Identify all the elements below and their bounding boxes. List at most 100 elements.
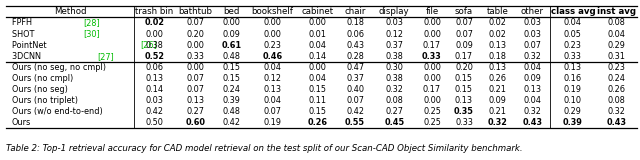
Text: 0.20: 0.20 <box>455 63 473 72</box>
Text: 0.23: 0.23 <box>607 63 625 72</box>
Text: 0.00: 0.00 <box>223 19 241 28</box>
Text: other: other <box>521 7 544 16</box>
Text: 0.17: 0.17 <box>423 85 441 94</box>
Text: bathtub: bathtub <box>178 7 212 16</box>
Text: 0.00: 0.00 <box>423 63 441 72</box>
Text: Ours (w/o end-to-end): Ours (w/o end-to-end) <box>12 107 102 116</box>
Text: FPFH: FPFH <box>12 19 34 28</box>
Text: 0.13: 0.13 <box>564 63 582 72</box>
Text: 0.12: 0.12 <box>385 30 403 39</box>
Text: 0.38: 0.38 <box>385 52 403 61</box>
Text: [27]: [27] <box>98 52 115 61</box>
Text: 0.24: 0.24 <box>223 85 241 94</box>
Text: cabinet: cabinet <box>301 7 333 16</box>
Text: 0.29: 0.29 <box>564 107 582 116</box>
Text: 0.13: 0.13 <box>488 63 506 72</box>
Text: 0.32: 0.32 <box>524 107 541 116</box>
Text: 0.12: 0.12 <box>263 74 281 83</box>
Text: 0.27: 0.27 <box>385 107 403 116</box>
Text: 0.55: 0.55 <box>345 118 365 127</box>
Text: 0.26: 0.26 <box>488 74 506 83</box>
Text: bookshelf: bookshelf <box>252 7 293 16</box>
Text: 0.42: 0.42 <box>223 118 241 127</box>
Text: 0.39: 0.39 <box>223 96 241 105</box>
Text: 0.02: 0.02 <box>488 19 506 28</box>
Text: Ours (no cmpl): Ours (no cmpl) <box>12 74 73 83</box>
Text: 0.07: 0.07 <box>346 96 364 105</box>
Text: 0.00: 0.00 <box>186 63 204 72</box>
Text: table: table <box>486 7 508 16</box>
Text: 0.03: 0.03 <box>524 19 541 28</box>
Text: 0.00: 0.00 <box>423 19 441 28</box>
Text: 0.00: 0.00 <box>263 30 281 39</box>
Text: 0.07: 0.07 <box>455 30 473 39</box>
Text: Ours: Ours <box>12 118 31 127</box>
Text: 0.11: 0.11 <box>308 96 326 105</box>
Text: 0.09: 0.09 <box>488 96 506 105</box>
Text: display: display <box>379 7 410 16</box>
Text: 0.09: 0.09 <box>455 41 473 50</box>
Text: 0.48: 0.48 <box>223 107 241 116</box>
Text: 0.43: 0.43 <box>346 41 364 50</box>
Text: 0.38: 0.38 <box>146 41 163 50</box>
Text: 0.27: 0.27 <box>186 107 204 116</box>
Text: 0.33: 0.33 <box>564 52 582 61</box>
Text: 0.03: 0.03 <box>524 30 541 39</box>
Text: 0.47: 0.47 <box>346 63 364 72</box>
Text: 0.32: 0.32 <box>524 52 541 61</box>
Text: 0.04: 0.04 <box>607 30 625 39</box>
Text: 0.15: 0.15 <box>308 107 326 116</box>
Text: 0.17: 0.17 <box>455 52 473 61</box>
Text: 0.25: 0.25 <box>423 118 441 127</box>
Text: 0.28: 0.28 <box>346 52 364 61</box>
Text: 0.15: 0.15 <box>223 63 241 72</box>
Text: 0.50: 0.50 <box>146 118 163 127</box>
Text: PointNet: PointNet <box>12 41 49 50</box>
Text: 0.04: 0.04 <box>564 19 582 28</box>
Text: 0.15: 0.15 <box>455 74 473 83</box>
Text: 0.37: 0.37 <box>346 74 364 83</box>
Text: 0.09: 0.09 <box>223 30 241 39</box>
Text: 0.43: 0.43 <box>522 118 542 127</box>
Text: 0.00: 0.00 <box>423 74 441 83</box>
Text: 0.03: 0.03 <box>385 19 403 28</box>
Text: 0.26: 0.26 <box>607 85 625 94</box>
Text: 0.43: 0.43 <box>607 118 627 127</box>
Text: 3DCNN: 3DCNN <box>12 52 43 61</box>
Text: 0.00: 0.00 <box>186 41 204 50</box>
Text: 0.39: 0.39 <box>563 118 583 127</box>
Text: 0.15: 0.15 <box>223 74 241 83</box>
Text: Method: Method <box>54 7 86 16</box>
Text: 0.19: 0.19 <box>263 118 281 127</box>
Text: 0.05: 0.05 <box>564 30 582 39</box>
Text: bed: bed <box>223 7 240 16</box>
Text: 0.23: 0.23 <box>564 41 582 50</box>
Text: 0.20: 0.20 <box>186 30 204 39</box>
Text: 0.02: 0.02 <box>488 30 506 39</box>
Text: 0.10: 0.10 <box>564 96 582 105</box>
Text: 0.07: 0.07 <box>524 41 541 50</box>
Text: inst avg: inst avg <box>597 7 636 16</box>
Text: 0.04: 0.04 <box>524 63 541 72</box>
Text: 0.00: 0.00 <box>263 19 281 28</box>
Text: Ours (no seg): Ours (no seg) <box>12 85 67 94</box>
Text: 0.40: 0.40 <box>346 85 364 94</box>
Text: 0.32: 0.32 <box>385 85 403 94</box>
Text: 0.17: 0.17 <box>423 41 441 50</box>
Text: 0.15: 0.15 <box>455 85 473 94</box>
Text: 0.13: 0.13 <box>186 96 204 105</box>
Text: 0.16: 0.16 <box>564 74 582 83</box>
Text: Table 2: Top-1 retrieval accuracy for CAD model retrieval on the test split of o: Table 2: Top-1 retrieval accuracy for CA… <box>6 144 523 153</box>
Text: 0.18: 0.18 <box>346 19 364 28</box>
Text: 0.13: 0.13 <box>263 85 281 94</box>
Text: trash bin: trash bin <box>136 7 173 16</box>
Text: 0.42: 0.42 <box>145 107 164 116</box>
Text: 0.61: 0.61 <box>221 41 241 50</box>
Text: 0.42: 0.42 <box>346 107 364 116</box>
Text: 0.06: 0.06 <box>346 30 364 39</box>
Text: 0.01: 0.01 <box>308 30 326 39</box>
Text: 0.33: 0.33 <box>422 52 442 61</box>
Text: [28]: [28] <box>83 19 100 28</box>
Text: 0.00: 0.00 <box>308 63 326 72</box>
Text: 0.00: 0.00 <box>423 96 441 105</box>
